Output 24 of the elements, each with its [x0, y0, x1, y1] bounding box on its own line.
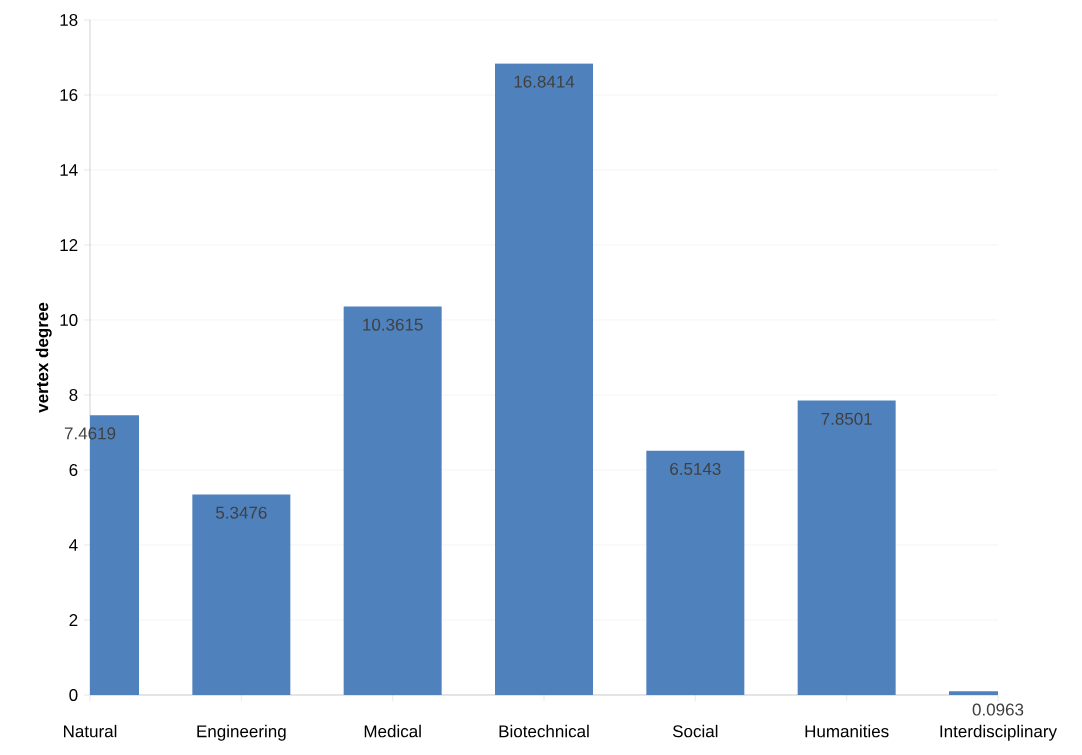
y-tick-label: 18: [60, 13, 78, 27]
y-tick-label: 16: [60, 88, 78, 102]
y-tick-label: 8: [69, 388, 78, 402]
y-tick-label: 6: [69, 463, 78, 477]
x-tick-label: Engineering: [197, 724, 286, 741]
y-tick-label: 10: [60, 313, 78, 327]
y-tick-label: 4: [69, 539, 78, 551]
data-label: 6.5143: [670, 462, 721, 475]
data-label: 5.3476: [216, 506, 267, 519]
x-tick-label: Humanities: [805, 724, 889, 738]
y-tick-label: 14: [60, 164, 78, 176]
data-label: 16.8414: [514, 75, 575, 88]
x-tick-label: Interdisciplinary: [940, 724, 1057, 741]
x-tick-label: Medical: [364, 724, 421, 738]
y-tick-label: 2: [69, 614, 78, 626]
y-axis-title: vertex degree: [35, 302, 52, 413]
data-label: 0.0963: [972, 703, 1024, 716]
data-label: 7.8501: [821, 412, 872, 425]
data-label: 10.3615: [363, 318, 423, 331]
x-tick-label: Natural: [64, 724, 117, 738]
y-tick-label: 12: [60, 239, 78, 251]
y-tick-label: 0: [69, 688, 78, 702]
x-tick-label: Social: [672, 724, 718, 738]
x-tick-label: Biotechnical: [499, 724, 589, 738]
